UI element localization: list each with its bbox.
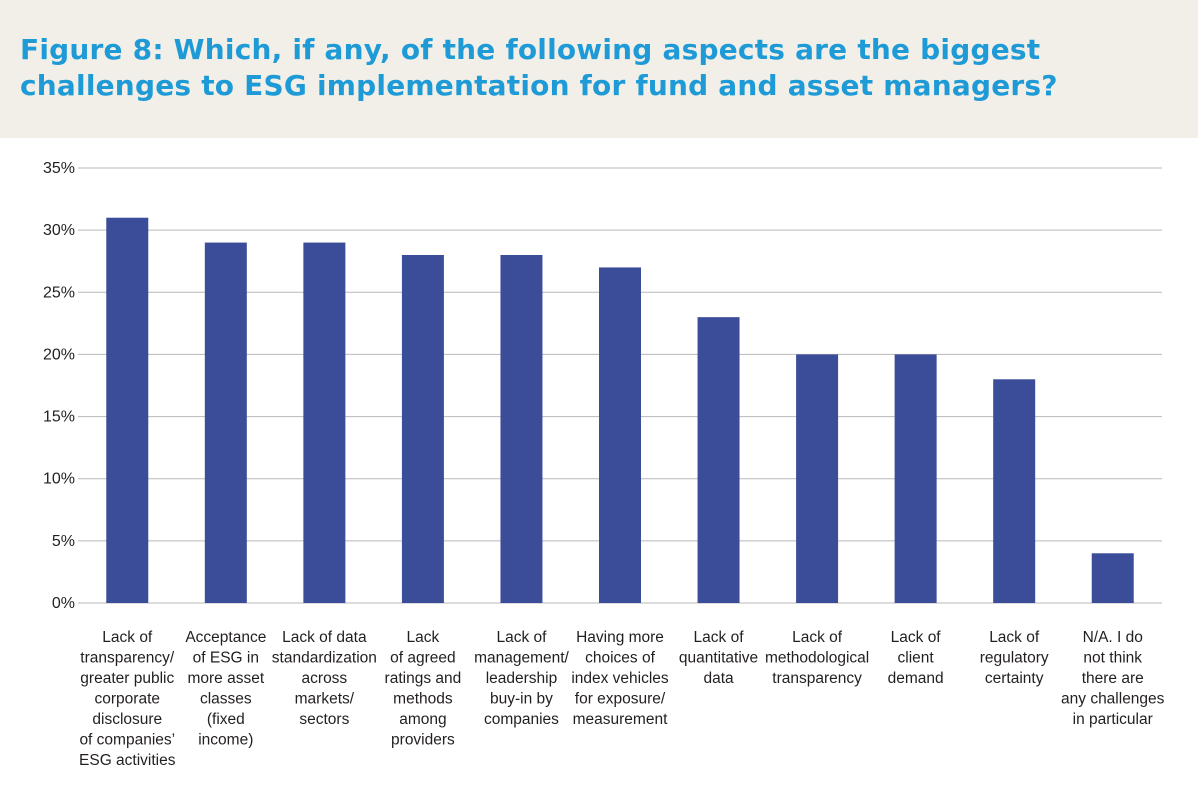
x-category-label-line: Lack of [891, 629, 942, 646]
figure-title: Figure 8: Which, if any, of the followin… [20, 33, 1058, 102]
x-category-label-line: among [399, 711, 446, 728]
x-category-label-line: transparency/ [80, 650, 175, 667]
bar-chart: 0% 5% 10% 15% 20% 25% 30% 35% Lack of transparenc… [43, 160, 1165, 769]
bar [401, 255, 444, 603]
x-category-label: Acceptance of ESG in more asset classes (fix… [185, 629, 266, 749]
x-category-label-line: of companies’ [79, 732, 175, 749]
x-category-label-line: leadership [486, 670, 558, 687]
x-category-label-line: choices of [585, 650, 655, 667]
y-tick-label: 20% [43, 346, 75, 363]
x-category-label-line: Having more [576, 629, 664, 646]
bar [303, 242, 346, 604]
bar [993, 379, 1036, 603]
x-category-label-line: index vehicles [571, 670, 669, 687]
y-tick-label: 15% [43, 409, 75, 426]
x-category-label-line: markets/ [295, 691, 355, 708]
y-tick-label: 0% [52, 595, 75, 612]
x-category-label-line: N/A. I do [1083, 629, 1143, 646]
x-category-label-line: for exposure/ [575, 691, 666, 708]
x-category-label-line: standardization [272, 650, 377, 667]
x-category-label-line: disclosure [92, 711, 162, 728]
x-category-label-line: income) [198, 732, 253, 749]
x-category-label-line: management/ [474, 650, 569, 667]
y-tick-label: 35% [43, 160, 75, 177]
x-category-label-line: quantitative [679, 650, 758, 667]
bar [697, 317, 740, 603]
x-category-label-line: (fixed [207, 711, 245, 728]
title-banner: Figure 8: Which, if any, of the followin… [0, 0, 1198, 138]
bar [1091, 553, 1134, 603]
x-category-label-line: greater public [80, 670, 174, 687]
bar [894, 354, 937, 603]
x-category-label-line: across [302, 670, 348, 687]
x-category-label-line: Lack of [496, 629, 547, 646]
x-category-label: Lack of data standardization across markets… [272, 629, 377, 728]
x-category-label: Lack of quantitative data [679, 629, 758, 687]
x-category-label-line: in particular [1073, 711, 1153, 728]
x-category-label: Lack of management/leadership buy-in by com… [474, 629, 569, 728]
x-category-label-line: of agreed [390, 650, 456, 667]
x-category-label-line: classes [200, 691, 252, 708]
y-tick-label: 30% [43, 222, 75, 239]
x-category-label-line: companies [484, 711, 559, 728]
x-category-label: Lack of methodological transparency [765, 629, 869, 687]
y-tick-label: 10% [43, 471, 75, 488]
x-category-label: Lack of regulatory certainty [980, 629, 1049, 687]
x-category-label-line: Lack of [989, 629, 1040, 646]
x-category-label-line: transparency [772, 670, 862, 687]
x-category-label-line: ESG activities [79, 752, 176, 769]
x-category-label-line: any challenges [1061, 691, 1165, 708]
bar [796, 354, 839, 603]
x-category-label-line: regulatory [980, 650, 1049, 667]
bar [106, 217, 149, 603]
x-category-label: Lack of transparency/greater public corpor… [79, 629, 176, 769]
x-category-label: Lack of agreed ratings and methods among prov… [385, 629, 462, 749]
x-category-label-line: Lack of [792, 629, 843, 646]
x-category-label-line: Lack of [102, 629, 153, 646]
bar [204, 242, 247, 604]
x-category-label: Having more choices of index vehicles for e… [571, 629, 669, 728]
x-category-label-line: certainty [985, 670, 1044, 687]
x-category-label-line: client [898, 650, 935, 667]
x-category-label-line: corporate [95, 691, 160, 708]
x-category-label-line: Lack of [694, 629, 745, 646]
x-category-label-line: Acceptance [185, 629, 266, 646]
bar [599, 267, 641, 603]
x-category-label-line: more asset [187, 670, 264, 687]
x-category-label-line: providers [391, 732, 455, 749]
bar [500, 255, 543, 603]
x-category-label-line: there are [1082, 670, 1144, 687]
x-category-label-line: methods [393, 691, 453, 708]
x-category-label-line: sectors [299, 711, 349, 728]
x-category-label-line: not think [1083, 650, 1142, 667]
x-category-label-line: demand [888, 670, 944, 687]
x-category-label-line: ratings and [385, 670, 462, 687]
x-category-label-line: measurement [573, 711, 668, 728]
x-category-label-line: of ESG in [193, 650, 259, 667]
x-category-label-line: methodological [765, 650, 869, 667]
x-category-label-line: Lack [407, 629, 440, 646]
y-tick-label: 5% [52, 533, 75, 550]
x-category-label: N/A. I do not think there are any challenge… [1061, 629, 1165, 728]
x-category-label-line: Lack of data [282, 629, 367, 646]
y-tick-label: 25% [43, 284, 75, 301]
x-category-label-line: buy-in by [490, 691, 553, 708]
x-category-label: Lack of client demand [888, 629, 944, 687]
x-category-label-line: data [703, 670, 734, 687]
